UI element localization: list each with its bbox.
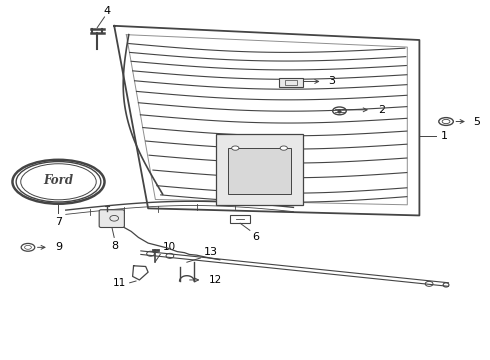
Text: 5: 5 bbox=[474, 117, 481, 126]
Text: 2: 2 bbox=[378, 105, 385, 115]
Text: 9: 9 bbox=[55, 242, 62, 252]
Text: 3: 3 bbox=[328, 76, 335, 86]
Text: 11: 11 bbox=[113, 279, 126, 288]
Text: Ford: Ford bbox=[44, 174, 74, 186]
Text: 8: 8 bbox=[112, 241, 119, 251]
Bar bbox=[285, 80, 297, 85]
Text: 10: 10 bbox=[163, 242, 176, 252]
FancyBboxPatch shape bbox=[99, 210, 124, 228]
Text: 13: 13 bbox=[204, 247, 218, 257]
Bar bbox=[279, 78, 303, 87]
Text: 7: 7 bbox=[55, 217, 62, 227]
Text: 1: 1 bbox=[441, 131, 448, 141]
Ellipse shape bbox=[280, 146, 288, 150]
Text: 4: 4 bbox=[103, 6, 111, 16]
Text: 6: 6 bbox=[252, 232, 259, 242]
Bar bbox=[230, 215, 250, 223]
Ellipse shape bbox=[232, 146, 239, 150]
Text: 12: 12 bbox=[209, 275, 222, 285]
Bar bbox=[216, 134, 303, 205]
Bar bbox=[228, 148, 291, 194]
